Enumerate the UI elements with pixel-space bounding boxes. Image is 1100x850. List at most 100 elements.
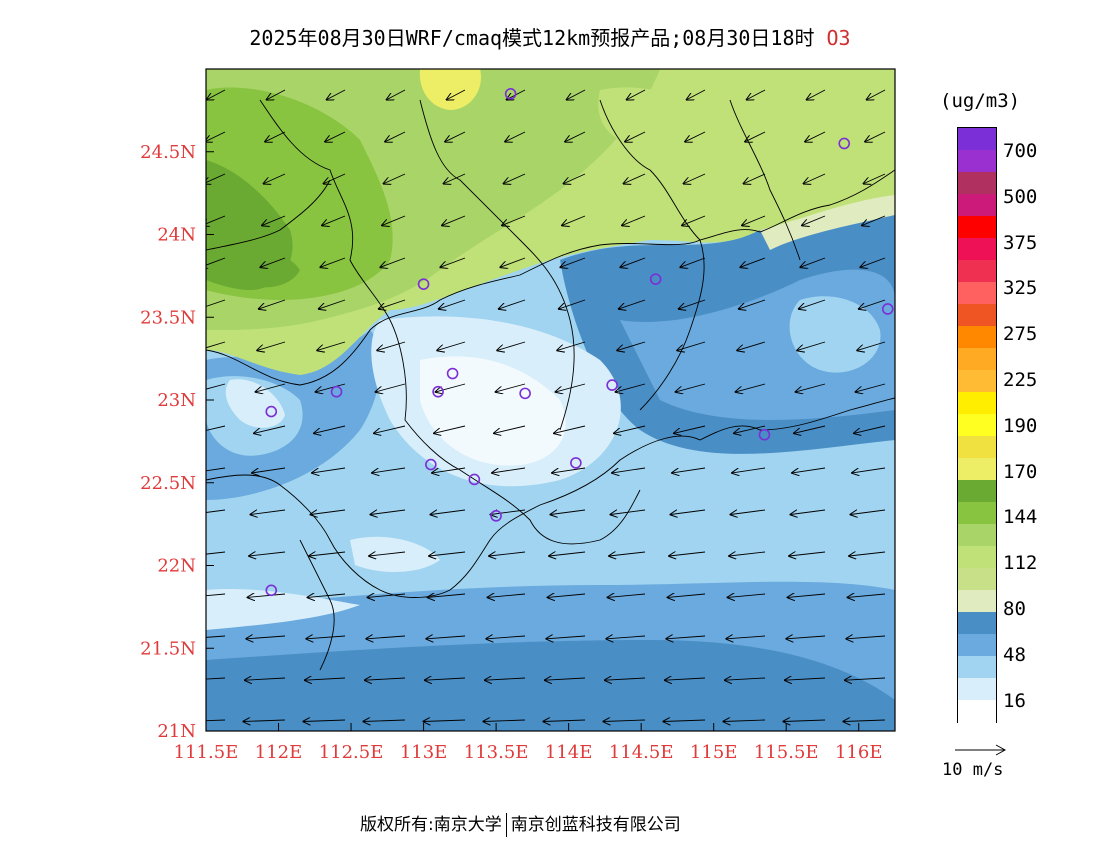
wind-arrow bbox=[314, 425, 346, 433]
wind-reference-label: 10 m/s bbox=[942, 760, 1004, 780]
wind-arrow bbox=[797, 341, 826, 350]
wind-arrow bbox=[744, 173, 766, 184]
x-tick-label: 115E bbox=[690, 742, 738, 763]
x-tick-label: 115.5E bbox=[754, 742, 819, 763]
wind-arrow bbox=[497, 341, 526, 350]
y-axis: 21N 21.5N 22N 22.5N 23N 23.5N 24N 24.5N bbox=[140, 142, 214, 742]
colorbar-swatch bbox=[958, 458, 996, 481]
wind-arrow bbox=[805, 131, 826, 142]
wind-arrow bbox=[327, 89, 346, 100]
colorbar-swatch bbox=[958, 436, 996, 459]
wind-arrow bbox=[679, 299, 706, 309]
wind-arrow bbox=[745, 131, 766, 142]
wind-arrow bbox=[680, 257, 706, 267]
wind-arrow bbox=[372, 467, 406, 473]
wind-arrow bbox=[382, 215, 406, 225]
wind-arrow bbox=[267, 89, 286, 100]
wind-arrow bbox=[792, 467, 826, 473]
station-marker bbox=[881, 303, 894, 315]
wind-arrow bbox=[677, 341, 706, 350]
footer-separator bbox=[505, 813, 507, 837]
wind-arrow bbox=[799, 299, 826, 309]
wind-arrow bbox=[783, 720, 826, 722]
colorbar-swatch bbox=[958, 326, 996, 349]
station-marker bbox=[519, 387, 531, 400]
wind-arrow bbox=[369, 552, 406, 556]
wind-arrow bbox=[614, 425, 646, 433]
colorbar-swatch bbox=[958, 414, 996, 437]
wind-arrow bbox=[387, 89, 406, 100]
wind-arrow bbox=[432, 467, 466, 473]
wind-arrow bbox=[665, 678, 706, 680]
wind-arrow bbox=[739, 299, 766, 309]
wind-arrow bbox=[436, 383, 466, 392]
wind-arrow bbox=[259, 299, 286, 309]
wind-arrow bbox=[862, 215, 886, 225]
wind-arrow bbox=[305, 678, 346, 680]
wind-arrow bbox=[206, 299, 226, 309]
station-marker bbox=[265, 405, 278, 418]
station-marker bbox=[606, 379, 618, 391]
station-marker bbox=[446, 367, 459, 380]
wind-arrow bbox=[723, 720, 766, 722]
y-tick-label: 21N bbox=[157, 721, 196, 742]
wind-arrow bbox=[366, 636, 406, 639]
wind-arrow bbox=[206, 173, 226, 184]
wind-arrow bbox=[736, 383, 766, 392]
station-marker bbox=[758, 428, 771, 441]
wind-arrow bbox=[262, 215, 286, 225]
wind-arrow bbox=[308, 594, 346, 597]
y-tick-label: 23N bbox=[157, 390, 196, 411]
wind-arrow bbox=[485, 678, 526, 680]
colorbar-label: 375 bbox=[1003, 231, 1038, 254]
wind-arrow bbox=[747, 89, 766, 100]
wind-arrow bbox=[845, 678, 886, 680]
wind-arrow bbox=[732, 467, 766, 473]
colorbar-swatch bbox=[958, 216, 996, 239]
wind-arrow bbox=[243, 720, 286, 722]
colorbar-swatch bbox=[958, 370, 996, 393]
wind-arrow bbox=[734, 425, 766, 433]
colorbar-label: 144 bbox=[1003, 506, 1038, 529]
wind-arrow bbox=[543, 720, 586, 722]
wind-arrow bbox=[794, 425, 826, 433]
wind-arrow bbox=[206, 425, 226, 431]
wind-arrow bbox=[492, 467, 526, 473]
wind-arrow bbox=[504, 173, 526, 184]
colorbar-swatch bbox=[958, 612, 996, 635]
wind-arrow bbox=[800, 257, 826, 267]
wind-arrow bbox=[620, 257, 646, 267]
wind-arrow bbox=[854, 425, 886, 433]
wind-arrow bbox=[206, 341, 226, 349]
wind-arrow bbox=[567, 89, 586, 100]
colorbar-label: 325 bbox=[1003, 277, 1038, 300]
wind-arrow bbox=[494, 425, 526, 433]
wind-arrow bbox=[624, 173, 646, 184]
wind-arrow bbox=[368, 594, 406, 597]
colorbar-swatch bbox=[958, 238, 996, 261]
wind-arrow bbox=[425, 678, 466, 680]
wind-arrow bbox=[429, 552, 466, 556]
wind-arrow bbox=[249, 552, 286, 556]
colorbar-swatch bbox=[958, 546, 996, 569]
wind-arrow bbox=[622, 215, 646, 225]
wind-arrow bbox=[849, 552, 886, 556]
wind-arrow bbox=[444, 173, 466, 184]
wind-arrow bbox=[551, 509, 586, 515]
wind-arrow bbox=[562, 215, 586, 225]
wind-arrow bbox=[857, 341, 886, 350]
station-marker bbox=[432, 385, 444, 398]
wind-arrow bbox=[206, 509, 226, 513]
wind-arrow bbox=[440, 257, 466, 267]
wind-arrow bbox=[256, 383, 286, 392]
wind-arrow bbox=[499, 299, 526, 309]
wind-arrow bbox=[365, 678, 406, 680]
wind-arrow bbox=[728, 594, 766, 597]
station-marker bbox=[265, 584, 278, 597]
wind-arrow bbox=[251, 509, 286, 515]
footer-copyright: 版权所有:南京大学 bbox=[360, 815, 502, 835]
wind-arrow bbox=[423, 720, 466, 722]
footer: 版权所有:南京大学 南京创蓝科技有限公司 bbox=[360, 810, 681, 837]
wind-arrow bbox=[206, 383, 226, 390]
y-tick-label: 23.5N bbox=[140, 307, 196, 328]
